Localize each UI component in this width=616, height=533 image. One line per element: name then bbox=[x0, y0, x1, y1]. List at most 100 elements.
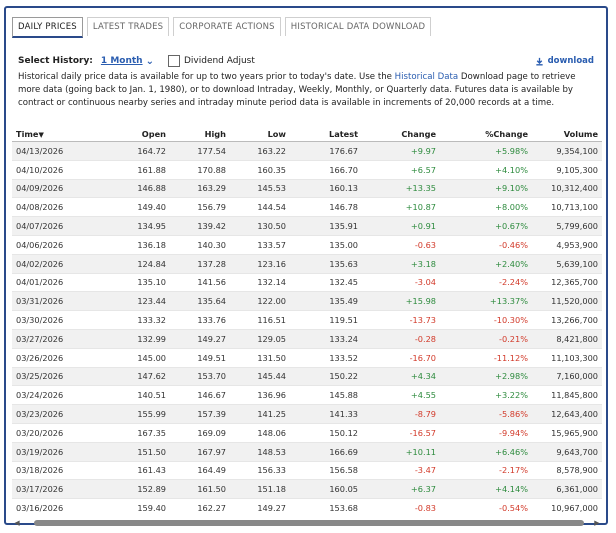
dividend-adjust-checkbox[interactable] bbox=[167, 55, 180, 67]
controls-bar: Select History: 1 Month ⌄ Dividend Adjus… bbox=[18, 53, 594, 69]
tab-daily-prices[interactable]: DAILY PRICES bbox=[12, 17, 83, 38]
cell-volume: 13,266,700 bbox=[532, 310, 602, 330]
col-open[interactable]: Open bbox=[104, 126, 170, 142]
cell-high: 137.28 bbox=[170, 254, 230, 274]
scrollbar-thumb[interactable] bbox=[34, 520, 584, 526]
cell-volume: 4,953,900 bbox=[532, 235, 602, 255]
table-row: 03/26/2026 145.00 149.51 131.50 133.52 -16.70… bbox=[12, 348, 602, 368]
cell-pct-change: +5.98% bbox=[440, 141, 532, 161]
history-label: Select History: bbox=[18, 56, 93, 66]
cell-change: -0.63 bbox=[362, 235, 440, 255]
cell-open: 147.62 bbox=[104, 367, 170, 387]
cell-latest: 141.33 bbox=[290, 404, 362, 424]
cell-high: 170.88 bbox=[170, 160, 230, 180]
cell-volume: 10,312,400 bbox=[532, 179, 602, 199]
dividend-adjust-label: Dividend Adjust bbox=[183, 56, 255, 66]
cell-high: 157.39 bbox=[170, 404, 230, 424]
cell-high: 141.56 bbox=[170, 273, 230, 293]
cell-pct-change: +2.98% bbox=[440, 367, 532, 387]
cell-change: -8.79 bbox=[362, 404, 440, 424]
table-row: 03/16/2026 159.40 162.27 149.27 153.68 -0.83-… bbox=[12, 498, 602, 514]
cell-low: 123.16 bbox=[230, 254, 290, 274]
cell-high: 139.42 bbox=[170, 216, 230, 236]
table-row: 03/18/2026 161.43 164.49 156.33 156.58 -3.47-… bbox=[12, 461, 602, 481]
horizontal-scrollbar[interactable]: ◀ ▶ bbox=[12, 518, 602, 528]
cell-latest: 176.67 bbox=[290, 141, 362, 161]
cell-change: +4.34 bbox=[362, 367, 440, 387]
cell-time: 03/25/2026 bbox=[12, 367, 104, 387]
cell-open: 161.88 bbox=[104, 160, 170, 180]
table-row: 04/07/2026 134.95 139.42 130.50 135.91 +0.91 +… bbox=[12, 216, 602, 236]
cell-low: 132.14 bbox=[230, 273, 290, 293]
col-low[interactable]: Low bbox=[230, 126, 290, 142]
col-volume[interactable]: Volume bbox=[532, 126, 602, 142]
cell-low: 136.96 bbox=[230, 385, 290, 406]
cell-time: 03/19/2026 bbox=[12, 442, 104, 462]
tab-corporate-actions[interactable]: CORPORATE ACTIONS bbox=[173, 17, 281, 36]
cell-open: 161.43 bbox=[104, 461, 170, 481]
cell-change: +15.98 bbox=[362, 291, 440, 312]
table-row: 04/01/2026 135.10 141.56 132.14 132.45 -3.04-… bbox=[12, 273, 602, 293]
table-row: 03/24/2026 140.51 146.67 136.96 145.88 +4.55 +… bbox=[12, 385, 602, 406]
cell-latest: 133.52 bbox=[290, 348, 362, 368]
cell-open: 146.88 bbox=[104, 179, 170, 199]
cell-low: 116.51 bbox=[230, 310, 290, 330]
cell-time: 03/23/2026 bbox=[12, 404, 104, 424]
scroll-left-icon[interactable]: ◀ bbox=[14, 519, 20, 527]
cell-time: 04/07/2026 bbox=[12, 216, 104, 236]
cell-pct-change: -0.46% bbox=[440, 235, 532, 255]
chevron-down-icon: ⌄ bbox=[145, 55, 154, 67]
cell-low: 156.33 bbox=[230, 461, 290, 481]
cell-low: 149.27 bbox=[230, 498, 290, 514]
history-select[interactable]: 1 Month ⌄ bbox=[101, 56, 154, 67]
historical-data-link[interactable]: Historical Data bbox=[394, 72, 459, 82]
cell-low: 148.53 bbox=[230, 442, 290, 462]
download-button[interactable]: download bbox=[535, 56, 594, 66]
tab-historical-data-download[interactable]: HISTORICAL DATA DOWNLOAD bbox=[284, 17, 432, 36]
cell-volume: 11,520,000 bbox=[532, 291, 602, 312]
description-text-2: Download page to retrieve more data (goi… bbox=[18, 72, 576, 109]
col-time[interactable]: Time▼ bbox=[12, 126, 104, 142]
table-row: 03/20/2026 167.35 169.09 148.06 150.12 -16.57… bbox=[12, 423, 602, 443]
price-panel: DAILY PRICES LATEST TRADES CORPORATE ACT… bbox=[4, 6, 608, 528]
cell-latest: 150.22 bbox=[290, 367, 362, 387]
cell-high: 164.49 bbox=[170, 461, 230, 481]
col-high[interactable]: High bbox=[170, 126, 230, 142]
cell-volume: 8,578,900 bbox=[532, 461, 602, 481]
cell-pct-change: +8.00% bbox=[440, 197, 532, 218]
cell-open: 134.95 bbox=[104, 216, 170, 236]
col-pct-change[interactable]: %Change bbox=[440, 126, 532, 142]
cell-time: 03/24/2026 bbox=[12, 385, 104, 406]
cell-volume: 15,965,900 bbox=[532, 423, 602, 443]
cell-high: 167.97 bbox=[170, 442, 230, 462]
col-time-label: Time bbox=[16, 128, 39, 139]
cell-latest: 160.13 bbox=[290, 179, 362, 199]
cell-open: 152.89 bbox=[104, 479, 170, 500]
cell-volume: 9,354,100 bbox=[532, 141, 602, 161]
cell-change: -16.70 bbox=[362, 348, 440, 368]
cell-change: -3.04 bbox=[362, 273, 440, 293]
cell-low: 141.25 bbox=[230, 404, 290, 424]
cell-high: 177.54 bbox=[170, 141, 230, 161]
cell-time: 03/27/2026 bbox=[12, 329, 104, 349]
cell-volume: 9,105,300 bbox=[532, 160, 602, 180]
col-latest[interactable]: Latest bbox=[290, 126, 362, 142]
cell-low: 122.00 bbox=[230, 291, 290, 312]
cell-pct-change: -0.54% bbox=[440, 498, 532, 514]
cell-open: 145.00 bbox=[104, 348, 170, 368]
cell-latest: 133.24 bbox=[290, 329, 362, 349]
table-row: 03/27/2026 132.99 149.27 129.05 133.24 -0.28-… bbox=[12, 329, 602, 349]
cell-open: 164.72 bbox=[104, 141, 170, 161]
col-change[interactable]: Change bbox=[362, 126, 440, 142]
cell-change: -0.28 bbox=[362, 329, 440, 349]
cell-pct-change: -5.86% bbox=[440, 404, 532, 424]
scroll-right-icon[interactable]: ▶ bbox=[594, 519, 600, 527]
cell-latest: 156.58 bbox=[290, 461, 362, 481]
cell-volume: 8,421,800 bbox=[532, 329, 602, 349]
cell-open: 167.35 bbox=[104, 423, 170, 443]
tab-latest-trades[interactable]: LATEST TRADES bbox=[86, 17, 170, 36]
cell-latest: 166.69 bbox=[290, 442, 362, 462]
cell-open: 149.40 bbox=[104, 197, 170, 218]
cell-time: 03/26/2026 bbox=[12, 348, 104, 368]
download-label: download bbox=[547, 56, 594, 66]
